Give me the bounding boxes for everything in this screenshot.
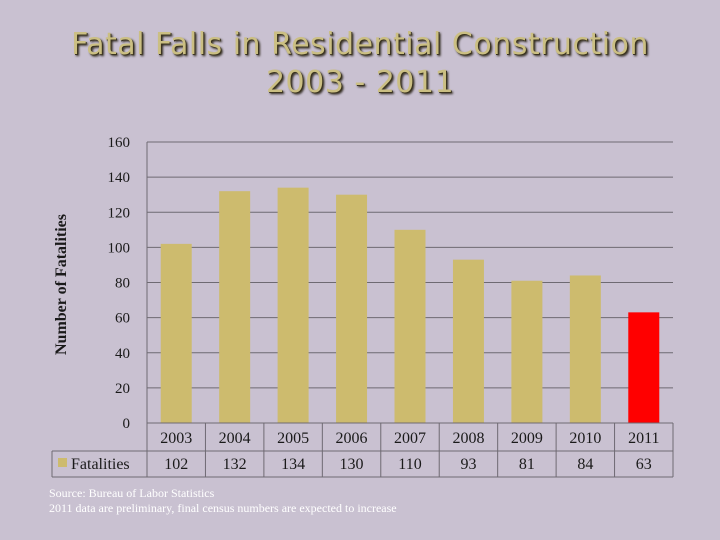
x-tick-label: 2006 [336, 430, 368, 447]
bar [336, 194, 368, 423]
bar [394, 229, 426, 423]
chart-title-line2: 2003 - 2011 [265, 65, 455, 100]
bar [511, 280, 543, 423]
table-value-label: 93 [460, 456, 476, 473]
y-axis-title: Number of Fatalities [53, 214, 70, 355]
x-tick-label: 2004 [219, 430, 251, 447]
y-tick-label: 120 [108, 205, 131, 221]
source-line: Source: Bureau of Labor Statistics [49, 486, 215, 500]
bar [219, 191, 251, 423]
legend-label: Fatalities [71, 456, 130, 473]
table-value-label: 110 [398, 456, 421, 473]
y-tick-label: 100 [108, 240, 131, 256]
x-tick-label: 2008 [452, 430, 484, 447]
preliminary-note: 2011 data are preliminary, final census … [49, 501, 397, 515]
x-tick-label: 2010 [569, 430, 601, 447]
y-tick-label: 0 [123, 416, 131, 432]
y-tick-label: 160 [108, 135, 131, 151]
y-tick-label: 80 [115, 276, 130, 292]
table-value-label: 63 [636, 456, 652, 473]
x-tick-label: 2009 [511, 430, 543, 447]
y-tick-label: 40 [115, 346, 130, 362]
bar [277, 187, 309, 423]
bar [452, 259, 484, 423]
table-value-label: 132 [223, 456, 247, 473]
y-tick-label: 140 [108, 170, 131, 186]
chart-title: Fatal Falls in Residential Construction … [0, 26, 720, 102]
table-value-label: 84 [577, 456, 593, 473]
x-tick-label: 2007 [394, 430, 426, 447]
table-value-label: 130 [340, 456, 364, 473]
x-tick-label: 2003 [160, 430, 192, 447]
legend-swatch [58, 458, 67, 467]
table-value-label: 81 [519, 456, 535, 473]
table-value-label: 102 [164, 456, 188, 473]
source-note: Source: Bureau of Labor Statistics 2011 … [49, 486, 397, 516]
bar [628, 312, 660, 423]
y-tick-label: 20 [115, 381, 130, 397]
y-tick-label: 60 [115, 311, 130, 327]
x-tick-label: 2005 [277, 430, 309, 447]
table-value-label: 134 [281, 456, 305, 473]
chart-title-line1: Fatal Falls in Residential Construction [71, 27, 649, 62]
bar [569, 275, 601, 423]
x-tick-label: 2011 [628, 430, 659, 447]
bar [160, 243, 192, 423]
